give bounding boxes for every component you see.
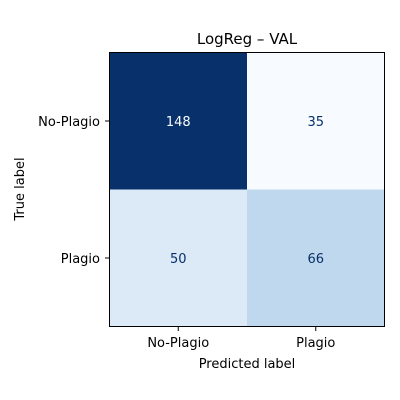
matrix-cell: [109, 52, 247, 190]
y-axis-label: True label: [13, 157, 28, 221]
matrix-cell: [247, 189, 385, 327]
matrix-cell: [109, 189, 247, 327]
cell-value-label: 50: [170, 252, 187, 267]
x-tick-label: Plagio: [296, 336, 335, 351]
cell-value-label: 66: [307, 252, 324, 267]
x-tick-label: No-Plagio: [147, 336, 209, 351]
cell-value-label: 148: [166, 115, 191, 130]
plot-frame: [109, 52, 385, 327]
matrix-cells: 148 35 50 66: [109, 52, 385, 327]
cell-value-label: 35: [307, 115, 324, 130]
y-tick-label: Plagio: [61, 252, 100, 267]
matrix-cell: [247, 52, 385, 190]
y-tick-label: No-Plagio: [38, 115, 100, 130]
chart-title: LogReg – VAL: [197, 30, 298, 48]
x-axis-label: Predicted label: [199, 357, 296, 372]
axis-ticks: No-Plagio Plagio No-Plagio Plagio: [38, 115, 335, 351]
